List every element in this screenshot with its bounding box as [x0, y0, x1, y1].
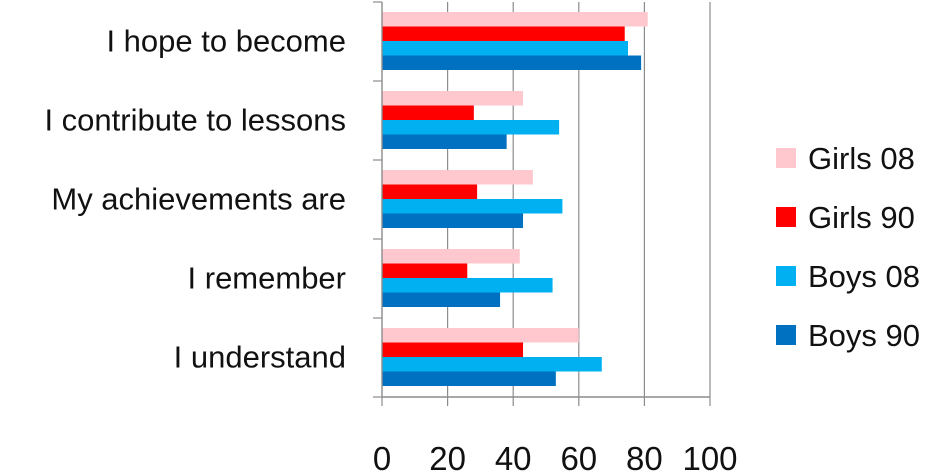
bar-boys-08: [382, 41, 628, 56]
bar-boys-08: [382, 120, 560, 135]
bar-boys-90: [382, 213, 524, 228]
bar-girls-08: [382, 12, 648, 27]
x-tick-labels: 0 20 40 60 80 100: [373, 440, 738, 474]
x-tick-label: 100: [682, 440, 737, 474]
bars: [382, 12, 648, 386]
category-label: I contribute to lessons: [44, 103, 346, 138]
legend-label: Boys 90: [808, 318, 920, 353]
category-label: I remember: [188, 261, 346, 296]
x-tick-label: 40: [495, 440, 532, 474]
bar-girls-90: [382, 263, 468, 278]
legend: Girls 08 Girls 90 Boys 08 Boys 90: [776, 141, 920, 353]
legend-swatch: [776, 266, 796, 286]
axes: [373, 1, 711, 406]
bar-girls-90: [382, 26, 625, 41]
bar-girls-90: [382, 105, 474, 120]
bar-boys-90: [382, 55, 642, 70]
x-tick-label: 60: [560, 440, 597, 474]
bar-boys-08: [382, 357, 602, 372]
legend-swatch: [776, 325, 796, 345]
x-tick-label: 0: [373, 440, 391, 474]
category-label: I understand: [174, 340, 346, 375]
legend-swatch: [776, 148, 796, 168]
bar-girls-08: [382, 249, 520, 264]
bar-boys-90: [382, 292, 501, 307]
bar-boys-08: [382, 278, 553, 293]
legend-label: Girls 08: [808, 141, 915, 176]
bar-girls-90: [382, 184, 478, 199]
category-label: My achievements are: [51, 182, 346, 217]
x-tick-label: 20: [429, 440, 466, 474]
category-labels: I hope to become I contribute to lessons M…: [44, 24, 346, 375]
legend-label: Girls 90: [808, 200, 915, 235]
bar-girls-08: [382, 91, 524, 106]
x-tick-label: 80: [626, 440, 663, 474]
bar-girls-90: [382, 342, 524, 357]
bar-girls-08: [382, 328, 579, 343]
bar-girls-08: [382, 170, 533, 185]
legend-label: Boys 08: [808, 259, 920, 294]
bar-boys-90: [382, 134, 507, 149]
category-label: I hope to become: [106, 24, 346, 59]
bar-boys-08: [382, 199, 563, 214]
bar-boys-90: [382, 371, 556, 386]
legend-swatch: [776, 207, 796, 227]
